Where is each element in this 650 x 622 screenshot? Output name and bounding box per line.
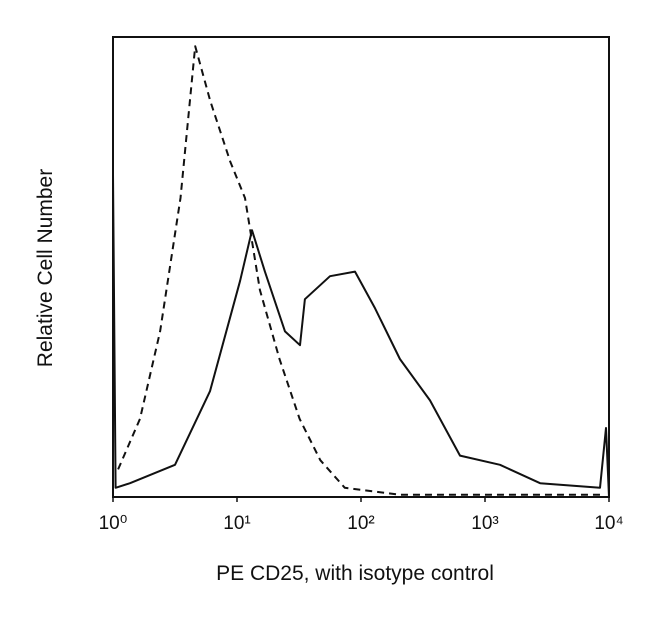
x-tick-label: 10⁴ [594, 513, 623, 534]
x-axis-label: PE CD25, with isotype control [216, 562, 494, 585]
histogram-line [112, 174, 610, 498]
x-tick-label: 10⁰ [99, 513, 128, 534]
plot-frame [112, 36, 610, 498]
x-tick-label: 10² [347, 513, 374, 534]
x-tick-label: 10¹ [223, 513, 250, 534]
y-axis-label: Relative Cell Number [34, 169, 57, 367]
x-tick-label: 10³ [471, 513, 498, 534]
histogram-line [117, 45, 601, 496]
